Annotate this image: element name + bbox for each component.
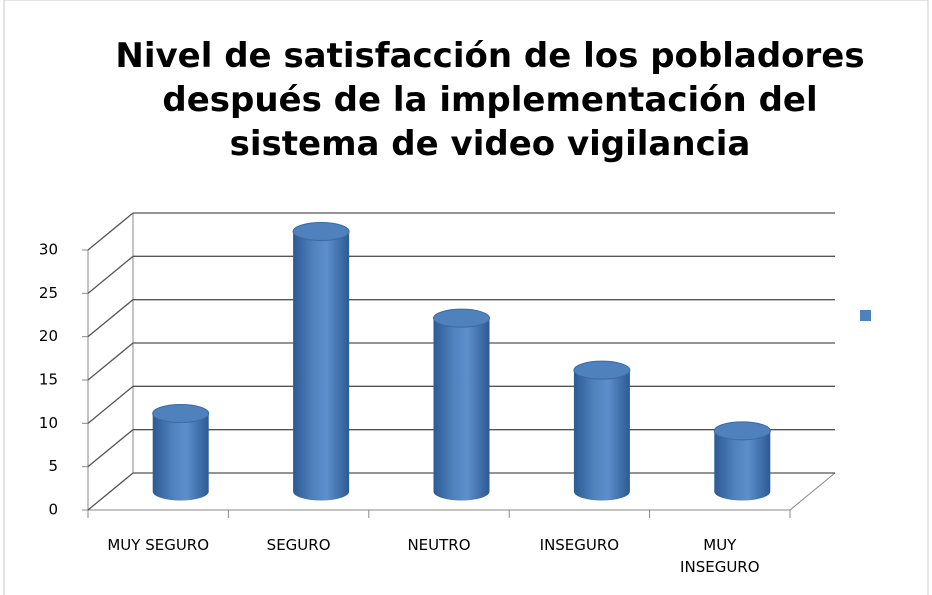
grid-line [87,255,134,294]
grid-line [87,342,134,381]
grid-line [87,212,134,251]
bar-top [713,421,771,441]
chart-border [3,0,929,595]
grid-line [87,299,134,338]
y-tick-label: 5 [48,457,58,475]
y-tick-label: 0 [48,501,58,519]
grid-line [87,385,134,424]
bar-top [433,308,490,328]
bar [293,231,350,501]
bar [152,413,209,501]
floor-edge [789,472,836,511]
y-tick-label: 10 [39,414,58,432]
bar-top [152,404,210,423]
bar-top [573,360,631,380]
x-tick-label: MUY SEGURO [107,536,210,554]
y-tick-label: 15 [39,371,58,389]
bar [433,318,490,501]
bar [714,430,771,501]
y-tick-label: 30 [39,241,58,259]
x-tick-label: SEGURO [266,536,331,554]
x-tick-label: NEUTRO [407,536,471,554]
chart-title: Nivel de satisfacción de los pobladores … [115,36,865,164]
bar-top [292,222,350,241]
bar [573,370,630,501]
grid-line [87,472,134,511]
x-tick-label: INSEGURO [539,536,620,554]
legend-marker [860,310,871,321]
grid-line [87,429,134,468]
x-tick-label: MUY INSEGURO [680,536,760,576]
y-tick-label: 25 [39,284,58,302]
y-tick-label: 20 [39,327,58,345]
